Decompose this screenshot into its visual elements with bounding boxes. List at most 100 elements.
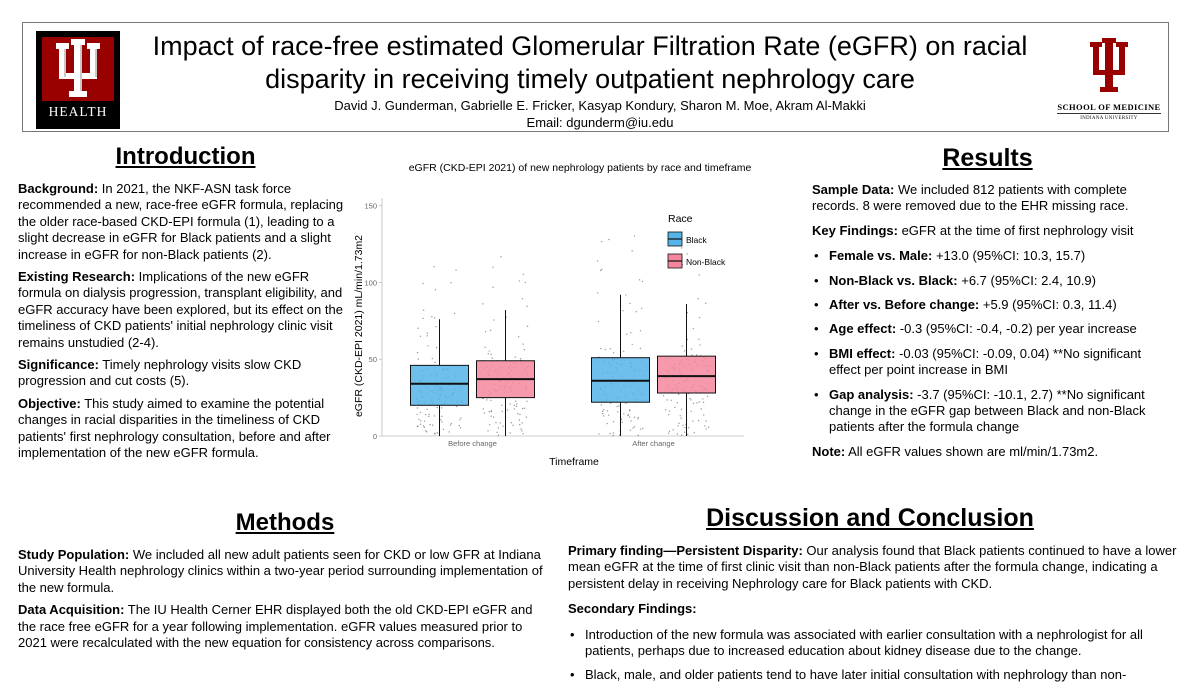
data-point <box>488 350 490 352</box>
intro-paragraph-background: Background: In 2021, the NKF-ASN task fo… <box>18 181 344 262</box>
data-point <box>680 434 683 436</box>
data-point <box>603 409 605 411</box>
data-point <box>692 327 695 330</box>
data-point <box>500 256 502 258</box>
box-non-black <box>657 355 716 394</box>
data-point <box>433 265 435 268</box>
data-point <box>417 425 419 427</box>
results-note: Note: All eGFR values shown are ml/min/1… <box>812 443 1099 459</box>
data-point <box>501 410 503 413</box>
data-point <box>440 419 442 421</box>
data-point <box>526 325 529 328</box>
data-point <box>450 422 453 425</box>
data-point <box>706 395 709 398</box>
results-sample-data: Sample Data: We included 812 patients wi… <box>812 182 1129 214</box>
data-point <box>692 420 694 422</box>
data-point <box>425 414 427 416</box>
chart-title: eGFR (CKD-EPI 2021) of new nephrology pa… <box>409 162 752 174</box>
logo-divider <box>1057 113 1161 114</box>
data-point <box>680 408 683 411</box>
data-point <box>678 422 680 425</box>
data-point <box>683 431 686 433</box>
data-point <box>429 423 431 426</box>
data-point <box>513 404 516 407</box>
results-key-findings: Key Findings: eGFR at the time of first … <box>812 222 1134 238</box>
data-point <box>690 348 693 350</box>
data-point <box>419 411 422 414</box>
discussion-body: Primary finding—Persistent Disparity: Ou… <box>568 543 1178 692</box>
box-black <box>410 364 469 406</box>
data-point <box>523 348 525 351</box>
data-point <box>686 253 688 255</box>
data-point <box>492 416 495 418</box>
x-tick-label: After change <box>632 439 675 448</box>
data-point <box>512 424 514 426</box>
list-item: • After vs. Before change: +5.9 (95%CI: 0… <box>814 297 1117 313</box>
data-point <box>639 330 642 332</box>
data-point <box>419 335 422 338</box>
egfr-boxplot-chart: eGFR (CKD-EPI 2021) of new nephrology pa… <box>352 158 772 473</box>
data-point <box>700 408 703 410</box>
data-point <box>515 405 518 408</box>
contact-email[interactable]: Email: dgunderm@iu.edu <box>526 115 674 130</box>
data-point <box>502 425 504 427</box>
data-point <box>628 416 631 418</box>
data-point <box>416 351 419 354</box>
data-point <box>521 298 524 300</box>
data-point <box>698 274 700 276</box>
discussion-secondary-label: Secondary Findings: <box>568 601 697 617</box>
data-point <box>510 422 513 424</box>
data-point <box>525 416 528 418</box>
y-tick-label: 50 <box>369 355 377 364</box>
data-point <box>601 410 604 413</box>
data-point <box>499 422 502 424</box>
data-point <box>597 320 600 323</box>
data-point <box>482 408 484 410</box>
data-point <box>612 434 614 437</box>
data-point <box>707 426 710 428</box>
data-point <box>625 402 627 405</box>
data-point <box>677 393 680 395</box>
data-point <box>420 420 422 422</box>
data-point <box>459 419 461 421</box>
data-point <box>698 338 700 340</box>
data-point <box>608 414 610 416</box>
authors-block: David J. Gunderman, Gabrielle E. Fricker… <box>130 97 1070 131</box>
title-line-1: Impact of race-free estimated Glomerular… <box>152 31 1028 61</box>
intro-paragraph-significance: Significance: Timely nephrology visits s… <box>18 357 302 389</box>
list-item: • Gap analysis: -3.7 (95%CI: -10.1, 2.7) … <box>814 386 1146 435</box>
data-point <box>668 414 670 416</box>
data-point <box>633 426 636 428</box>
data-point <box>426 335 428 337</box>
data-point <box>632 427 634 429</box>
data-point <box>676 433 679 435</box>
data-point <box>612 352 615 354</box>
data-point <box>702 401 705 404</box>
data-point <box>487 352 489 355</box>
data-point <box>703 414 705 416</box>
data-point <box>618 405 620 407</box>
data-point <box>639 428 642 430</box>
data-point <box>603 415 605 417</box>
data-point <box>639 347 642 350</box>
data-point <box>482 303 484 305</box>
data-point <box>705 420 707 422</box>
data-point <box>448 431 450 433</box>
results-findings-list: • Female vs. Male: +13.0 (95%CI: 10.3, 15… <box>812 248 1167 436</box>
data-point <box>623 413 625 415</box>
data-point <box>616 411 619 413</box>
data-point <box>455 269 457 271</box>
data-point <box>453 312 456 315</box>
data-point <box>522 273 525 275</box>
data-point <box>490 353 492 356</box>
data-point <box>488 424 491 426</box>
data-point <box>630 420 632 422</box>
data-point <box>517 335 520 338</box>
data-point <box>625 294 627 296</box>
data-point <box>434 433 436 435</box>
data-point <box>524 281 527 284</box>
data-point <box>426 431 428 433</box>
data-point <box>497 427 500 429</box>
data-point <box>682 424 684 427</box>
data-point <box>633 235 636 237</box>
